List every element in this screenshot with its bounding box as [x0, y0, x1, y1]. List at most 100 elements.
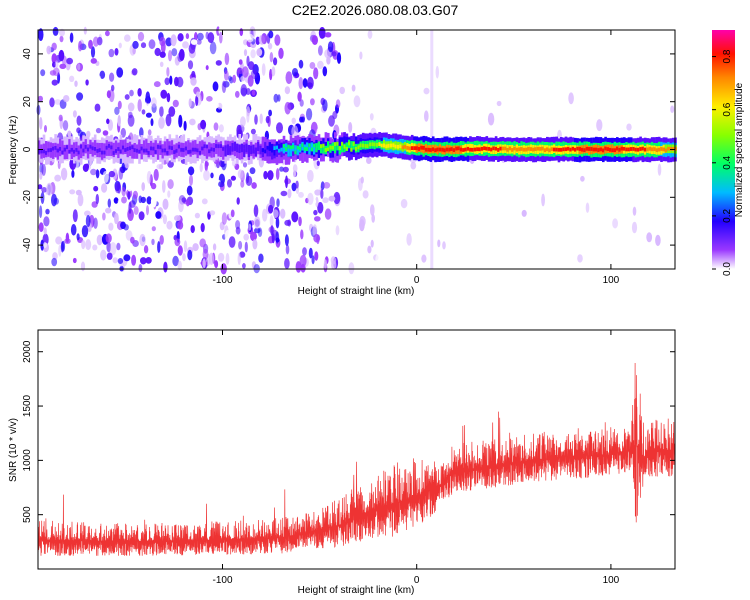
heatmap-ridge-cell [229, 148, 232, 152]
heatmap-cell [154, 113, 161, 120]
heatmap-ridge-cell [525, 147, 528, 152]
heatmap-ridge-cell [629, 147, 633, 151]
heatmap-cell [160, 89, 168, 99]
heatmap-ridge-cell [89, 144, 92, 149]
heatmap-ridge-cell [338, 137, 342, 152]
heatmap-ridge-cell [662, 147, 666, 152]
heatmap-cell [95, 169, 100, 179]
y-tick-label: 2000 [22, 340, 33, 363]
heatmap-cell [435, 65, 439, 79]
y-tick-label: -20 [22, 190, 33, 205]
heatmap-ridge-cell [184, 146, 188, 151]
heatmap-ridge-cell [317, 144, 321, 148]
heatmap-cell [237, 67, 244, 74]
heatmap-cell [316, 160, 320, 166]
heatmap-cell [182, 253, 186, 262]
heatmap-ridge-cell [142, 148, 146, 153]
heatmap-ridge-cell [583, 148, 586, 152]
heatmap-cell [534, 75, 538, 86]
heatmap-cell [367, 30, 373, 39]
heatmap-cell [351, 84, 356, 92]
heatmap-cell [96, 234, 103, 246]
heatmap-ridge-cell [254, 150, 258, 154]
heatmap-cell [632, 206, 637, 216]
heatmap-ridge-cell [59, 147, 62, 151]
heatmap-ridge-cell [175, 148, 179, 153]
heatmap-ridge-cell [245, 148, 248, 153]
heatmap-cell [153, 252, 160, 259]
heatmap-cell [204, 159, 208, 172]
heatmap-cell [114, 106, 120, 115]
heatmap-cell [568, 92, 574, 105]
heatmap-ridge-cell [592, 147, 596, 152]
heatmap-cell [38, 28, 44, 41]
heatmap-cell [166, 67, 170, 77]
heatmap-cell [299, 116, 304, 123]
heatmap-ridge-cell [114, 149, 118, 153]
heatmap-ridge-cell [653, 147, 656, 151]
heatmap-cell [137, 88, 142, 97]
heatmap-ridge-cell [68, 149, 71, 154]
heatmap-cell [102, 130, 109, 136]
heatmap-cell [106, 252, 113, 260]
heatmap-ridge-cell [154, 145, 158, 155]
heatmap-cell [254, 216, 261, 229]
heatmap-cell [273, 57, 278, 66]
heatmap-cell [159, 51, 166, 58]
heatmap-ridge-cell [203, 147, 207, 156]
heatmap-cell [90, 84, 96, 92]
heatmap-cell [177, 245, 183, 256]
heatmap-cell [268, 30, 274, 39]
heatmap-ridge-cell [492, 146, 495, 151]
heatmap-cell [307, 169, 314, 183]
heatmap-cell [339, 86, 346, 95]
heatmap-cell [620, 93, 624, 99]
heatmap-cell [235, 90, 240, 98]
heatmap-ridge-cell [45, 151, 48, 155]
heatmap-cell [243, 233, 249, 241]
heatmap-cell [240, 84, 248, 97]
heatmap-cell [284, 258, 290, 269]
heatmap-cell [256, 185, 264, 197]
colorbar-tick-label: 0.2 [722, 209, 733, 223]
heatmap-ridge-cell [154, 150, 158, 154]
heatmap-ridge-cell [385, 144, 388, 149]
heatmap-ridge-cell [236, 146, 239, 150]
heatmap-cell [81, 239, 86, 250]
heatmap-cell [60, 167, 68, 181]
heatmap-ridge-cell [117, 142, 120, 152]
heatmap-ridge-cell [54, 146, 57, 150]
heatmap-cell [61, 240, 66, 252]
heatmap-cell [62, 95, 70, 103]
heatmap-cell [214, 260, 219, 269]
heatmap-cell [295, 180, 299, 189]
heatmap-ridge-cell [506, 147, 509, 152]
heatmap-cell [267, 170, 274, 181]
heatmap-cell [259, 113, 263, 125]
heatmap-ridge-cell [497, 148, 500, 152]
heatmap-cell [171, 48, 178, 57]
heatmap-ridge-cell [156, 145, 160, 149]
heatmap-cell [276, 122, 283, 134]
heatmap-ridge-cell [560, 147, 563, 152]
heatmap-ridge-cell [73, 149, 76, 154]
heatmap-cell [356, 119, 362, 127]
heatmap-ridge-cell [224, 147, 227, 157]
heatmap-cell [121, 196, 127, 204]
heatmap-cell [82, 111, 87, 121]
heatmap-ridge-cell [380, 143, 384, 148]
heatmap-cell [336, 52, 342, 64]
heatmap-ridge-cell [70, 147, 74, 152]
heatmap-ridge-cell [366, 144, 370, 148]
heatmap-ridge-cell [191, 147, 195, 152]
heatmap-cell [85, 79, 89, 86]
heatmap-ridge-cell [168, 145, 172, 150]
heatmap-cell [331, 260, 337, 270]
heatmap-cell [210, 172, 214, 179]
heatmap-cell [157, 241, 161, 253]
heatmap-cell [231, 159, 237, 167]
heatmap-ridge-cell [79, 144, 83, 149]
heatmap-cell [205, 65, 209, 71]
heatmap-cell [111, 84, 115, 92]
heatmap-ridge-cell [343, 144, 346, 149]
